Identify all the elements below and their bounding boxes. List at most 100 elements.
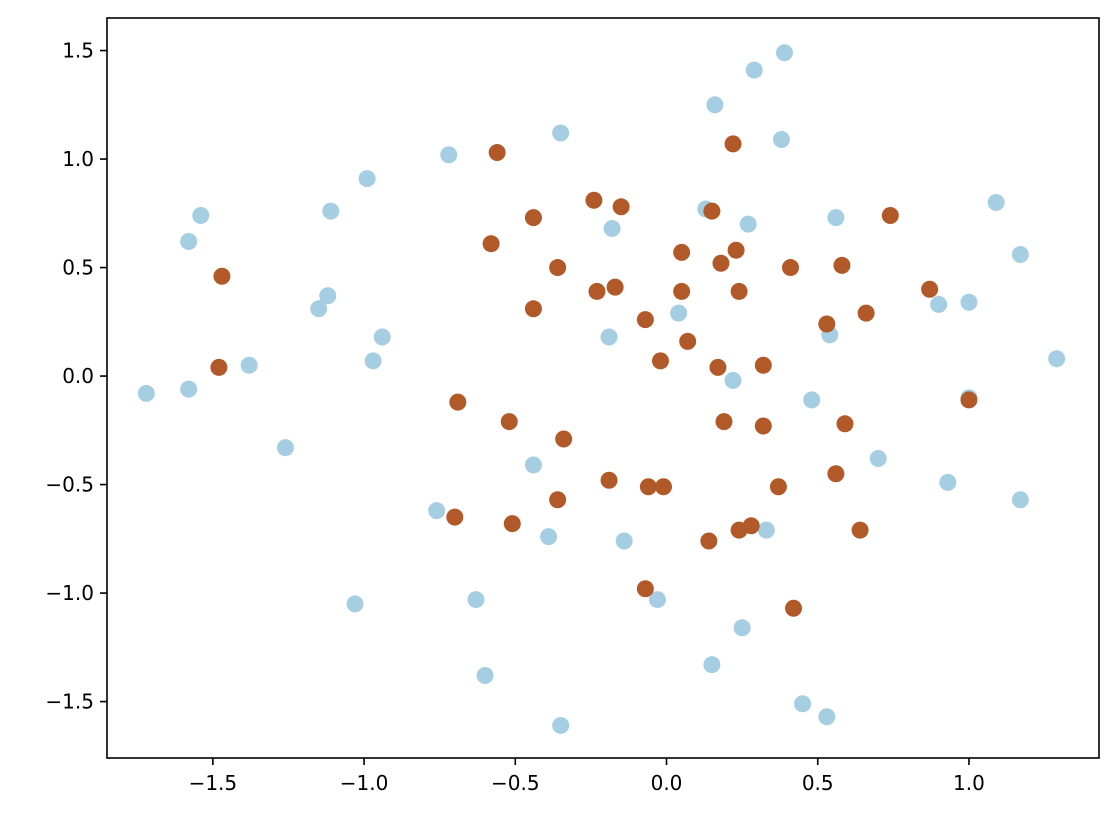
x-tick-label: −1.5 — [189, 771, 238, 795]
point-brown — [673, 243, 691, 261]
point-light-blue — [745, 61, 763, 79]
y-tick-label: −0.5 — [45, 473, 94, 497]
point-light-blue — [358, 170, 376, 188]
point-brown — [960, 391, 978, 409]
point-brown — [712, 254, 730, 272]
point-brown — [857, 304, 875, 322]
x-tick-label: 0.0 — [651, 771, 683, 795]
point-light-blue — [552, 716, 570, 734]
point-light-blue — [552, 124, 570, 142]
y-axis-ticks: −1.5 −1.0 −0.5 0.0 0.5 1.0 1.5 — [45, 39, 107, 714]
point-brown — [921, 280, 939, 298]
point-light-blue — [180, 380, 198, 398]
x-tick-label: −0.5 — [491, 771, 540, 795]
point-light-blue — [1048, 350, 1066, 368]
point-light-blue — [310, 300, 328, 318]
point-brown — [524, 209, 542, 227]
point-light-blue — [615, 532, 633, 550]
point-light-blue — [794, 695, 812, 713]
point-brown — [210, 358, 228, 376]
point-light-blue — [467, 591, 485, 609]
point-brown — [754, 356, 772, 374]
point-light-blue — [960, 293, 978, 311]
point-brown — [782, 259, 800, 277]
point-light-blue — [180, 233, 198, 251]
point-brown — [213, 267, 231, 285]
point-light-blue — [192, 206, 210, 224]
point-brown — [727, 241, 745, 259]
x-tick-label: 0.5 — [802, 771, 834, 795]
point-brown — [754, 417, 772, 435]
point-light-blue — [987, 193, 1005, 211]
point-light-blue — [440, 146, 458, 164]
y-tick-label: 0.0 — [62, 364, 94, 388]
point-light-blue — [346, 595, 364, 613]
point-light-blue — [703, 656, 721, 674]
point-brown — [488, 144, 506, 162]
point-light-blue — [757, 521, 775, 539]
plot-area — [107, 18, 1099, 758]
point-brown — [836, 415, 854, 433]
point-light-blue — [476, 667, 494, 685]
point-light-blue — [1011, 491, 1029, 509]
x-tick-label: 1.0 — [953, 771, 985, 795]
axes-frame — [106, 17, 1100, 759]
point-light-blue — [772, 131, 790, 149]
point-light-blue — [803, 391, 821, 409]
y-tick-label: 1.0 — [62, 147, 94, 171]
y-tick-label: −1.0 — [45, 581, 94, 605]
point-light-blue — [540, 528, 558, 546]
point-brown — [503, 515, 521, 533]
point-light-blue — [600, 328, 618, 346]
point-light-blue — [670, 304, 688, 322]
point-brown — [446, 508, 464, 526]
point-brown — [818, 315, 836, 333]
data-points — [137, 44, 1066, 734]
point-brown — [636, 580, 654, 598]
point-light-blue — [775, 44, 793, 62]
point-light-blue — [724, 371, 742, 389]
point-brown — [785, 599, 803, 617]
point-light-blue — [137, 384, 155, 402]
point-brown — [555, 430, 573, 448]
point-brown — [500, 413, 518, 431]
point-brown — [703, 202, 721, 220]
point-brown — [482, 235, 500, 253]
point-light-blue — [733, 619, 751, 637]
point-brown — [730, 521, 748, 539]
point-brown — [600, 471, 618, 489]
point-light-blue — [818, 708, 836, 726]
point-brown — [730, 282, 748, 300]
point-brown — [851, 521, 869, 539]
point-light-blue — [939, 473, 957, 491]
point-light-blue — [322, 202, 340, 220]
point-light-blue — [869, 450, 887, 468]
point-brown — [715, 413, 733, 431]
point-brown — [827, 465, 845, 483]
x-axis-ticks: −1.5 −1.0 −0.5 0.0 0.5 1.0 — [189, 758, 985, 795]
point-brown — [636, 311, 654, 329]
point-light-blue — [648, 591, 666, 609]
point-brown — [679, 332, 697, 350]
point-brown — [724, 135, 742, 153]
point-brown — [524, 300, 542, 318]
point-brown — [651, 352, 669, 370]
point-brown — [612, 198, 630, 216]
point-brown — [833, 256, 851, 274]
point-brown — [709, 358, 727, 376]
point-brown — [769, 478, 787, 496]
point-brown — [654, 478, 672, 496]
point-brown — [588, 282, 606, 300]
point-light-blue — [739, 215, 757, 233]
point-brown — [449, 393, 467, 411]
point-brown — [549, 491, 567, 509]
point-light-blue — [603, 219, 621, 237]
point-brown — [606, 278, 624, 296]
y-tick-label: −1.5 — [45, 690, 94, 714]
point-light-blue — [319, 287, 337, 305]
point-brown — [673, 282, 691, 300]
point-light-blue — [364, 352, 382, 370]
point-brown — [639, 478, 657, 496]
